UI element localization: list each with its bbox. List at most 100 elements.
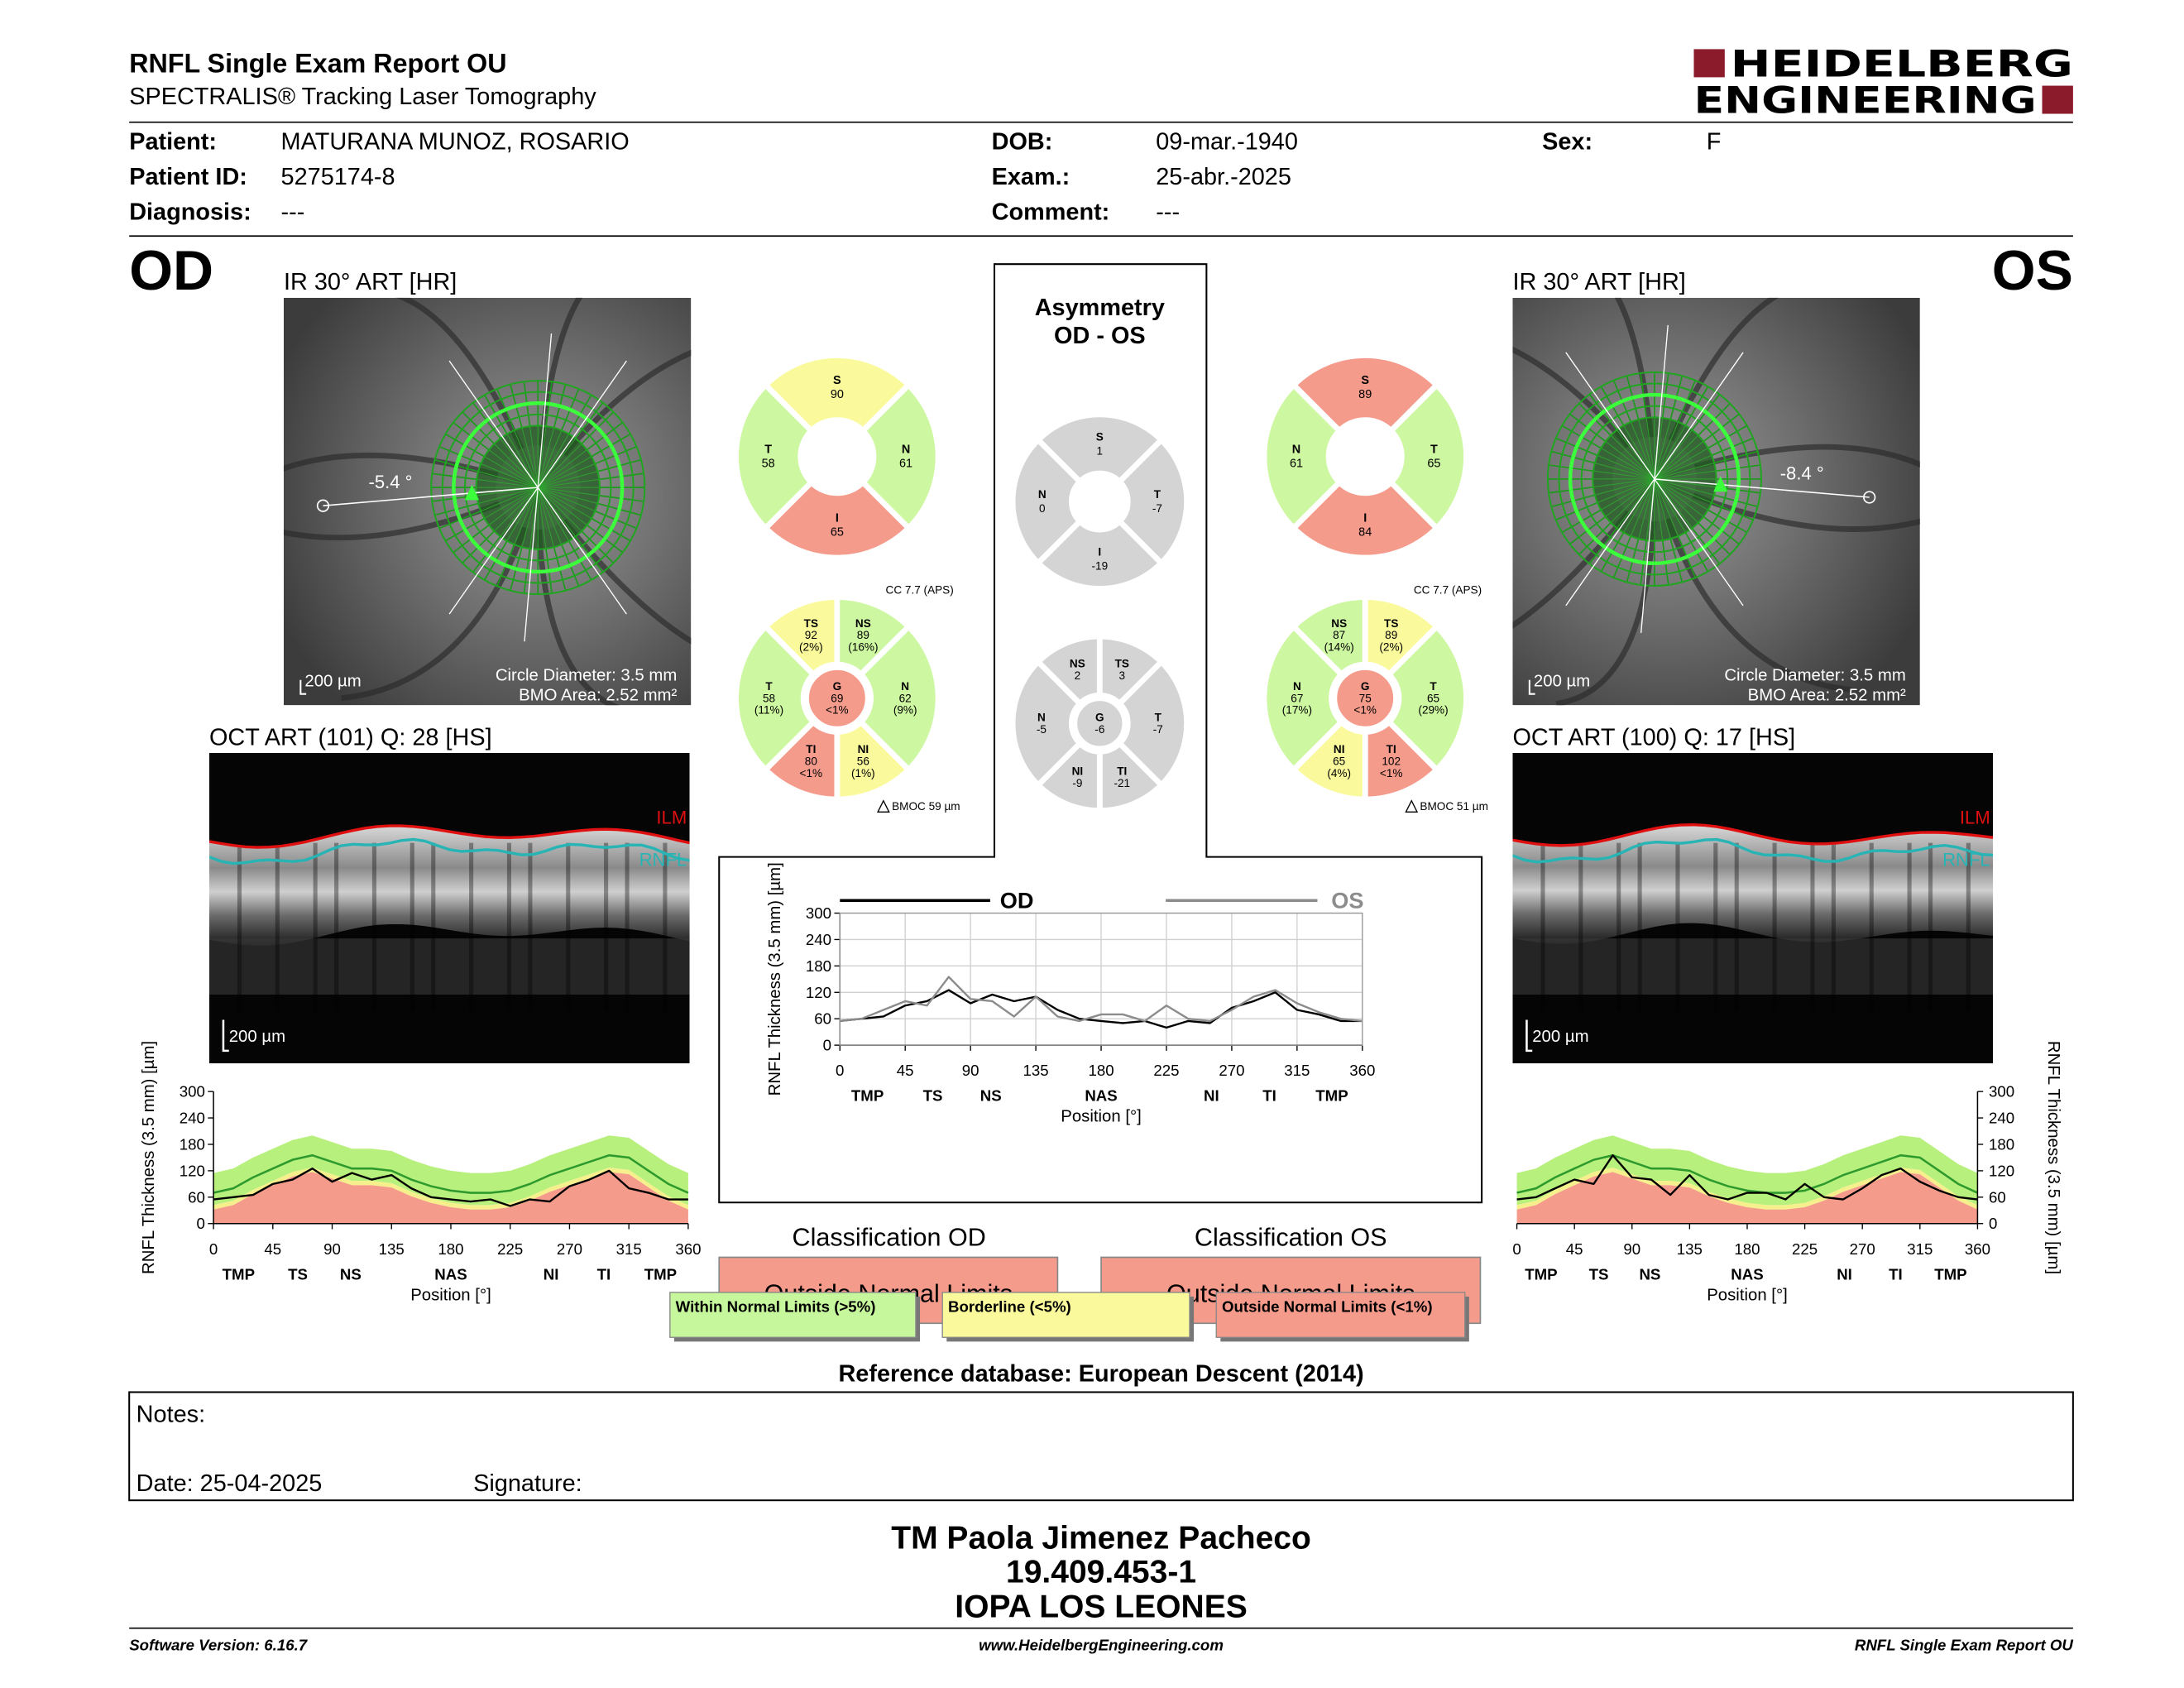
shadow <box>1831 842 1836 1012</box>
sector-value: 92 <box>805 629 817 641</box>
sector-value: 80 <box>805 755 818 767</box>
sector-value: -7 <box>1153 723 1163 736</box>
sector <box>834 594 913 679</box>
scan-spoke <box>1654 478 1715 496</box>
sector-name: NI <box>1072 765 1084 778</box>
sector-value: 61 <box>899 457 912 470</box>
fundus-image <box>283 297 692 706</box>
sector <box>1289 352 1441 435</box>
sector-name: N <box>901 680 909 693</box>
sector-name: T <box>765 680 773 693</box>
scan-spoke <box>1654 424 1686 480</box>
x-tick-label: 0 <box>209 1240 218 1258</box>
sector-name: T <box>1430 680 1437 693</box>
legend-text: Within Normal Limits (>5%) <box>676 1297 876 1315</box>
sector-name: TS <box>1115 658 1129 670</box>
region-label: TMP <box>1934 1265 1966 1283</box>
normal-band <box>1516 1135 1978 1206</box>
x-tick-label: 360 <box>1965 1240 1990 1258</box>
thickness-line <box>213 1167 688 1207</box>
y-tick-label: 180 <box>1989 1135 2014 1153</box>
normal-mean <box>213 1153 689 1194</box>
scan-circle <box>1568 392 1741 565</box>
rnfl-label: RNFL <box>1942 850 1990 870</box>
sector-value: 65 <box>1427 457 1440 470</box>
sector-name: S <box>1361 374 1369 387</box>
shadow <box>1966 842 1971 1012</box>
scan-spoke <box>1638 478 1655 539</box>
scan-spoke <box>537 429 563 488</box>
scan-spoke <box>1605 441 1655 480</box>
region-label: TMP <box>851 1087 884 1105</box>
scan-ring <box>1546 371 1762 587</box>
field-value: 09-mar.-1940 <box>1156 128 1298 155</box>
x-tick-label: 270 <box>1219 1062 1244 1079</box>
scan-spoke <box>1654 434 1699 480</box>
ir-title: IR 30° ART [HR] <box>1512 269 1685 295</box>
scan-spoke <box>538 487 596 512</box>
sector-value: 1 <box>1097 444 1104 457</box>
field-label: DOB: <box>992 128 1053 155</box>
signer-line: IOPA LOS LEONES <box>955 1590 1248 1625</box>
shadow <box>1540 842 1545 1012</box>
ilm-label: ILM <box>1960 808 1990 828</box>
x-tick-label: 315 <box>1284 1062 1310 1079</box>
scan-spoke <box>477 478 539 488</box>
bmo-area: BMO Area: 2.52 mm² <box>519 686 677 704</box>
sector <box>1387 381 1469 533</box>
y-tick-label: 300 <box>806 904 831 922</box>
scan-spoke <box>1597 478 1655 503</box>
sector-pct: (1%) <box>851 767 875 779</box>
scan-spoke <box>537 487 587 525</box>
fovea-line <box>323 487 539 506</box>
bmoc-icon <box>876 799 890 813</box>
scan-spoke <box>1654 478 1671 539</box>
sector-name: I <box>836 511 839 525</box>
field-value: --- <box>281 199 305 225</box>
scale-bar <box>222 1019 229 1053</box>
y-tick-label: 120 <box>1989 1162 2014 1179</box>
scan-ring <box>1592 416 1717 542</box>
sector <box>1362 594 1441 679</box>
region-label: TI <box>1262 1087 1276 1105</box>
scan-spoke <box>506 434 539 488</box>
scan-spoke <box>514 487 539 545</box>
region-label: NAS <box>1085 1087 1117 1105</box>
scale-bar <box>299 679 307 695</box>
sector <box>733 381 816 533</box>
scan-spoke <box>1654 470 1717 480</box>
sector <box>733 622 817 774</box>
sector-pct: (2%) <box>799 641 823 654</box>
sector-diagram: NS2 TS3 T-7 TI-21 NI-9 N-5 G-6 <box>1009 633 1190 813</box>
thickness-line <box>840 989 1363 1029</box>
scan-spoke <box>529 425 539 488</box>
y-tick-label: 300 <box>180 1083 205 1101</box>
x-tick-label: 45 <box>264 1240 281 1258</box>
signer-line: TM Paola Jimenez Pacheco <box>891 1521 1311 1556</box>
choroid <box>1512 938 1994 995</box>
region-label: NS <box>1639 1265 1660 1283</box>
region-label: NI <box>1204 1087 1219 1105</box>
y-tick-label: 240 <box>180 1110 205 1127</box>
notes-box <box>128 1391 2074 1502</box>
scan-ring <box>1558 382 1751 576</box>
sector-name: N <box>1292 443 1300 456</box>
x-tick-label: 225 <box>1792 1240 1818 1258</box>
scan-spoke <box>1645 417 1655 479</box>
sector <box>1115 658 1190 789</box>
region-label: TI <box>597 1265 611 1283</box>
scan-spoke <box>494 487 539 532</box>
x-tick-label: 90 <box>1623 1240 1640 1258</box>
sector-pct: <1% <box>1380 767 1403 779</box>
bmoc-label: BMOC 59 µm <box>892 800 960 813</box>
report-title: RNFL Single Exam Report OU <box>129 48 506 78</box>
rnfl-line <box>1512 837 1994 864</box>
region-label: TMP <box>1315 1087 1348 1105</box>
sector-name: N <box>902 443 910 456</box>
asymmetry-title: OD - OS <box>1054 323 1146 349</box>
x-axis-title: Position [°] <box>410 1286 491 1304</box>
shadow <box>506 842 511 1012</box>
scale-bar <box>1525 1019 1533 1053</box>
quadrant-diagram: S1 N0 T-7 I-19 <box>1009 411 1190 592</box>
